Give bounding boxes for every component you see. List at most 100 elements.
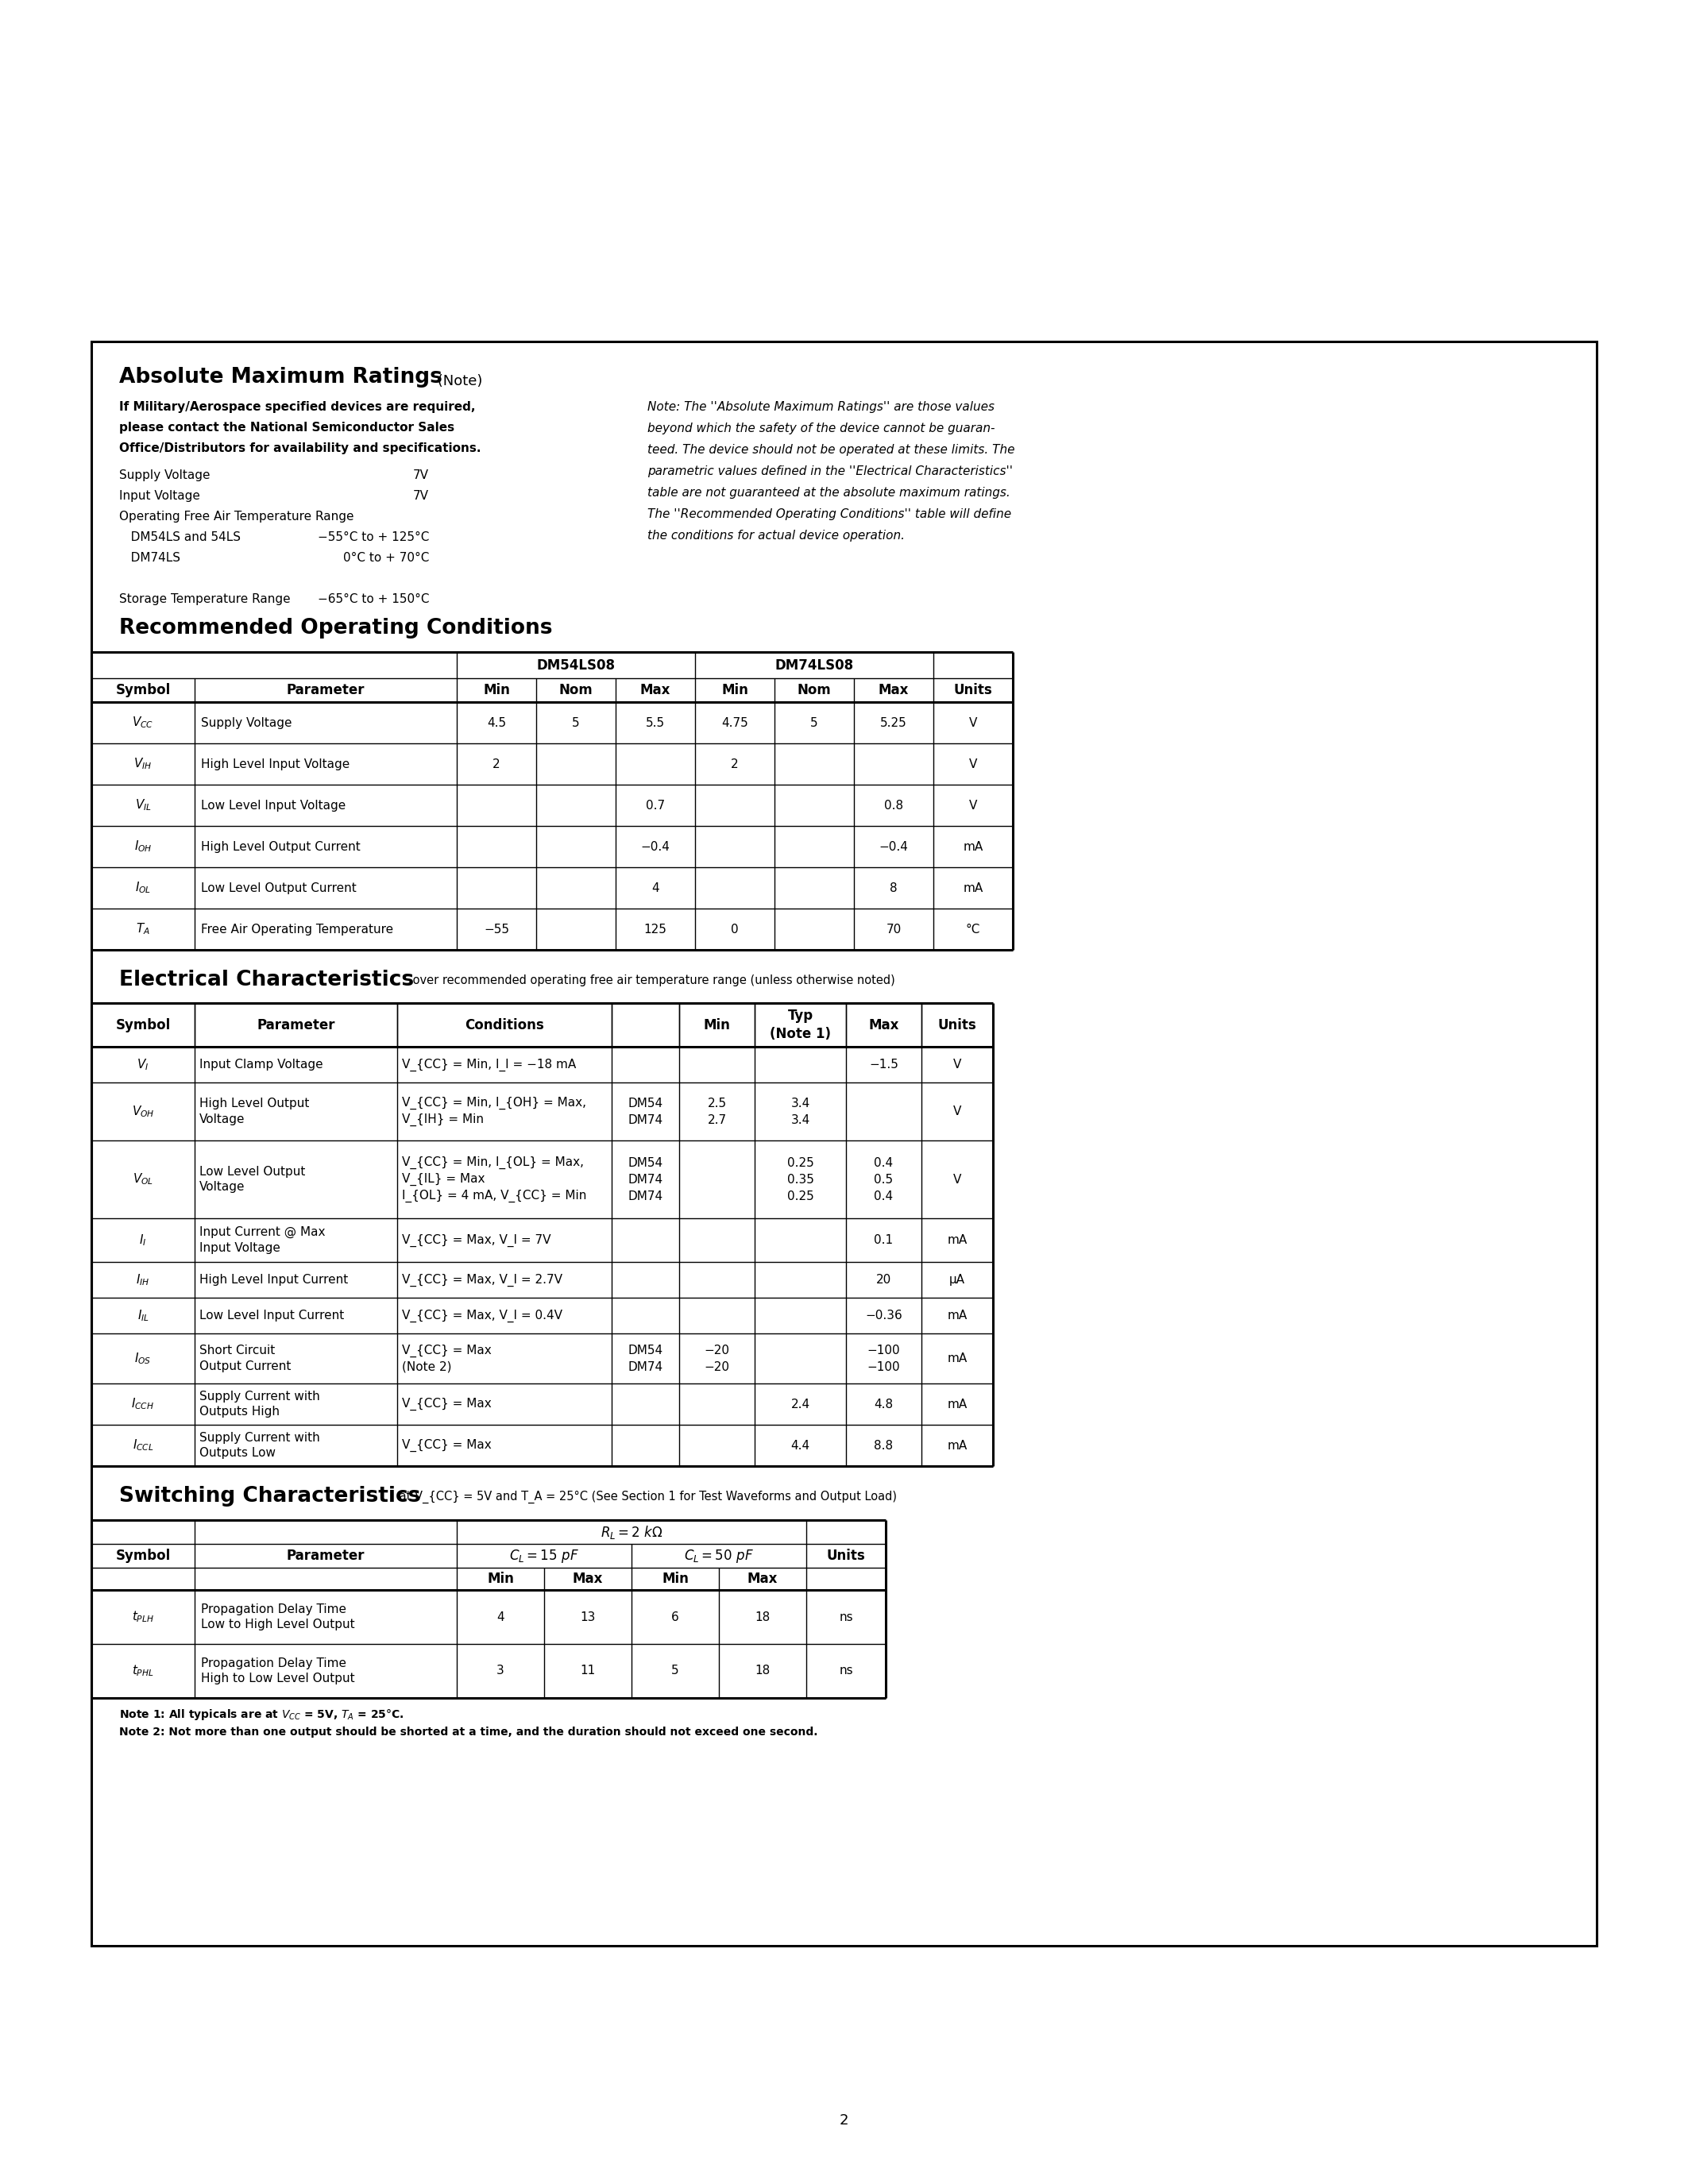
Text: V_{CC} = Min, I_{OH} = Max,
V_{IH} = Min: V_{CC} = Min, I_{OH} = Max, V_{IH} = Min xyxy=(402,1096,586,1127)
Text: $V_{IL}$: $V_{IL}$ xyxy=(135,797,152,812)
Text: Note: The ''Absolute Maximum Ratings'' are those values: Note: The ''Absolute Maximum Ratings'' a… xyxy=(648,402,994,413)
Text: mA: mA xyxy=(947,1310,967,1321)
Text: please contact the National Semiconductor Sales: please contact the National Semiconducto… xyxy=(120,422,454,435)
Text: 5: 5 xyxy=(672,1664,679,1677)
Text: 3.4
3.4: 3.4 3.4 xyxy=(790,1096,810,1125)
Text: 8: 8 xyxy=(890,882,898,893)
Text: table are not guaranteed at the absolute maximum ratings.: table are not guaranteed at the absolute… xyxy=(648,487,1009,498)
Text: $C_L = 50\ pF$: $C_L = 50\ pF$ xyxy=(684,1548,755,1564)
Text: Input Voltage: Input Voltage xyxy=(120,489,201,502)
Text: °C: °C xyxy=(966,924,981,935)
Text: ns: ns xyxy=(839,1664,852,1677)
Text: Low Level Input Current: Low Level Input Current xyxy=(199,1310,344,1321)
Text: DM74LS08: DM74LS08 xyxy=(775,657,854,673)
Text: DM74LS: DM74LS xyxy=(120,553,181,563)
Text: V: V xyxy=(954,1059,962,1070)
Text: 8.8: 8.8 xyxy=(874,1439,893,1452)
Text: Low Level Input Voltage: Low Level Input Voltage xyxy=(201,799,346,810)
Text: High Level Output Current: High Level Output Current xyxy=(201,841,361,852)
Text: mA: mA xyxy=(964,882,982,893)
Text: Units: Units xyxy=(827,1548,866,1564)
Text: 2: 2 xyxy=(731,758,739,771)
Text: 7V: 7V xyxy=(414,489,429,502)
Text: 4.75: 4.75 xyxy=(721,716,748,729)
Text: V: V xyxy=(969,799,977,810)
Text: Short Circuit
Output Current: Short Circuit Output Current xyxy=(199,1345,290,1372)
Text: parametric values defined in the ''Electrical Characteristics'': parametric values defined in the ''Elect… xyxy=(648,465,1013,478)
Text: 4.4: 4.4 xyxy=(790,1439,810,1452)
Text: 0.4
0.5
0.4: 0.4 0.5 0.4 xyxy=(874,1158,893,1201)
Text: V_{CC} = Max, V_I = 7V: V_{CC} = Max, V_I = 7V xyxy=(402,1234,550,1247)
Text: 4: 4 xyxy=(652,882,658,893)
Text: 0: 0 xyxy=(731,924,739,935)
Text: V_{CC} = Max: V_{CC} = Max xyxy=(402,1439,491,1452)
Text: −55°C to + 125°C: −55°C to + 125°C xyxy=(317,531,429,544)
Text: Propagation Delay Time
Low to High Level Output: Propagation Delay Time Low to High Level… xyxy=(201,1603,354,1631)
Text: Operating Free Air Temperature Range: Operating Free Air Temperature Range xyxy=(120,511,354,522)
Text: V_{CC} = Min, I_{OL} = Max,
V_{IL} = Max
I_{OL} = 4 mA, V_{CC} = Min: V_{CC} = Min, I_{OL} = Max, V_{IL} = Max… xyxy=(402,1155,586,1203)
Text: Max: Max xyxy=(748,1572,778,1586)
Text: teed. The device should not be operated at these limits. The: teed. The device should not be operated … xyxy=(648,443,1014,456)
Text: −65°C to + 150°C: −65°C to + 150°C xyxy=(317,594,429,605)
Text: mA: mA xyxy=(947,1234,967,1247)
Text: $I_{IH}$: $I_{IH}$ xyxy=(137,1273,150,1286)
Text: μA: μA xyxy=(949,1273,966,1286)
Text: Switching Characteristics: Switching Characteristics xyxy=(120,1485,420,1507)
Text: Nom: Nom xyxy=(797,684,830,697)
Text: $V_{OH}$: $V_{OH}$ xyxy=(132,1105,154,1118)
Text: 70: 70 xyxy=(886,924,901,935)
Text: 5: 5 xyxy=(572,716,579,729)
Text: 4.8: 4.8 xyxy=(874,1398,893,1411)
Text: $I_{OS}$: $I_{OS}$ xyxy=(135,1352,152,1365)
Text: 2: 2 xyxy=(839,2114,849,2127)
Text: Supply Current with
Outputs Low: Supply Current with Outputs Low xyxy=(199,1431,321,1459)
Bar xyxy=(91,341,1597,1946)
Text: 7V: 7V xyxy=(414,470,429,480)
Text: DM54
DM74: DM54 DM74 xyxy=(628,1096,663,1125)
Text: $I_{CCH}$: $I_{CCH}$ xyxy=(132,1398,155,1411)
Text: Min: Min xyxy=(488,1572,513,1586)
Text: Min: Min xyxy=(704,1018,731,1033)
Text: 6: 6 xyxy=(672,1612,679,1623)
Text: DM54LS and 54LS: DM54LS and 54LS xyxy=(120,531,241,544)
Text: mA: mA xyxy=(947,1398,967,1411)
Text: Parameter: Parameter xyxy=(257,1018,334,1033)
Text: V_{CC} = Max
(Note 2): V_{CC} = Max (Note 2) xyxy=(402,1343,491,1374)
Text: $I_I$: $I_I$ xyxy=(140,1232,147,1247)
Text: at V_{CC} = 5V and T_A = 25°C (See Section 1 for Test Waveforms and Output Load): at V_{CC} = 5V and T_A = 25°C (See Secti… xyxy=(395,1492,896,1503)
Text: $V_{OL}$: $V_{OL}$ xyxy=(133,1173,154,1186)
Text: over recommended operating free air temperature range (unless otherwise noted): over recommended operating free air temp… xyxy=(408,974,895,987)
Text: 4: 4 xyxy=(496,1612,505,1623)
Text: Absolute Maximum Ratings: Absolute Maximum Ratings xyxy=(120,367,442,387)
Text: Office/Distributors for availability and specifications.: Office/Distributors for availability and… xyxy=(120,443,481,454)
Text: Supply Current with
Outputs High: Supply Current with Outputs High xyxy=(199,1391,321,1417)
Text: $I_{IL}$: $I_{IL}$ xyxy=(137,1308,149,1324)
Text: 2.4: 2.4 xyxy=(790,1398,810,1411)
Text: Symbol: Symbol xyxy=(115,1018,170,1033)
Text: −0.36: −0.36 xyxy=(866,1310,903,1321)
Text: V_{CC} = Max: V_{CC} = Max xyxy=(402,1398,491,1411)
Text: If Military/Aerospace specified devices are required,: If Military/Aerospace specified devices … xyxy=(120,402,476,413)
Text: Input Current @ Max
Input Voltage: Input Current @ Max Input Voltage xyxy=(199,1225,326,1254)
Text: mA: mA xyxy=(964,841,982,852)
Text: Units: Units xyxy=(954,684,993,697)
Text: 125: 125 xyxy=(643,924,667,935)
Text: 11: 11 xyxy=(581,1664,596,1677)
Text: $C_L = 15\ pF$: $C_L = 15\ pF$ xyxy=(510,1548,579,1564)
Text: 4.5: 4.5 xyxy=(486,716,506,729)
Text: Electrical Characteristics: Electrical Characteristics xyxy=(120,970,414,989)
Text: V: V xyxy=(954,1173,962,1186)
Text: Max: Max xyxy=(640,684,670,697)
Text: Symbol: Symbol xyxy=(115,1548,170,1564)
Text: Note 2: Not more than one output should be shorted at a time, and the duration s: Note 2: Not more than one output should … xyxy=(120,1728,817,1738)
Text: 5.5: 5.5 xyxy=(647,716,665,729)
Text: High Level Input Current: High Level Input Current xyxy=(199,1273,348,1286)
Text: Min: Min xyxy=(483,684,510,697)
Text: V_{CC} = Max, V_I = 0.4V: V_{CC} = Max, V_I = 0.4V xyxy=(402,1308,562,1321)
Text: mA: mA xyxy=(947,1352,967,1365)
Text: $t_{PLH}$: $t_{PLH}$ xyxy=(132,1610,154,1625)
Text: the conditions for actual device operation.: the conditions for actual device operati… xyxy=(648,531,905,542)
Text: Input Clamp Voltage: Input Clamp Voltage xyxy=(199,1059,322,1070)
Text: Min: Min xyxy=(721,684,748,697)
Text: 3: 3 xyxy=(496,1664,505,1677)
